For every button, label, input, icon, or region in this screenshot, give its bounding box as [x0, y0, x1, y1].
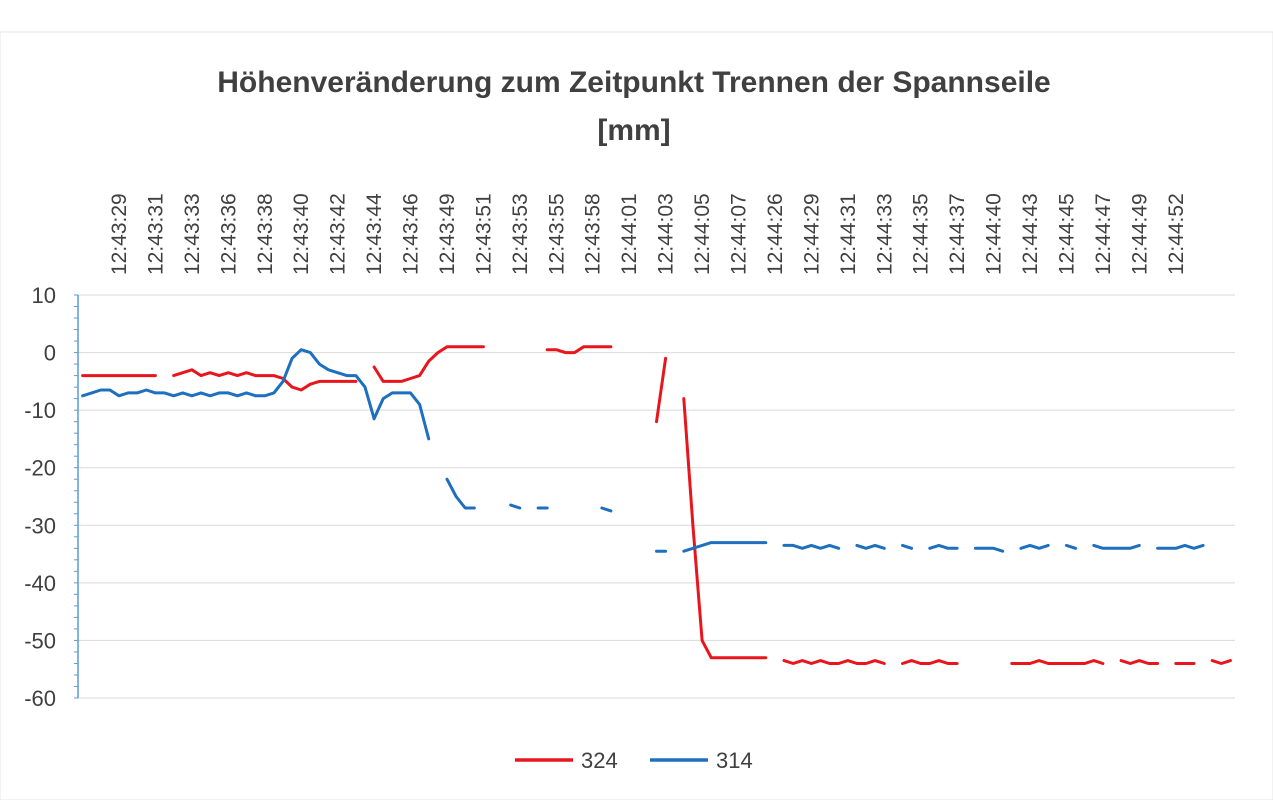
- y-tick-label: 10: [32, 283, 56, 308]
- y-tick-label: -20: [24, 456, 56, 481]
- x-tick-label: 12:44:47: [1092, 193, 1115, 275]
- x-tick-label: 12:43:58: [582, 193, 605, 275]
- x-tick-label: 12:44:52: [1165, 193, 1188, 275]
- legend-label: 314: [716, 748, 753, 773]
- x-tick-label: 12:43:51: [472, 193, 495, 275]
- x-tick-label: 12:44:03: [655, 193, 678, 275]
- x-tick-label: 12:43:33: [181, 193, 204, 275]
- x-tick-label: 12:44:01: [618, 193, 641, 275]
- y-tick-label: -30: [24, 513, 56, 538]
- x-tick-label: 12:43:53: [509, 193, 532, 275]
- chart-area: [0, 31, 1273, 800]
- x-tick-label: 12:43:29: [108, 193, 131, 275]
- x-tick-label: 12:43:36: [217, 193, 240, 275]
- x-tick-label: 12:43:55: [545, 193, 568, 275]
- legend-label: 324: [581, 748, 618, 773]
- x-tick-label: 12:43:38: [254, 193, 277, 275]
- y-tick-label: -40: [24, 571, 56, 596]
- chart-title: [mm]: [597, 114, 670, 147]
- x-tick-label: 12:44:26: [764, 193, 787, 275]
- x-tick-label: 12:43:42: [327, 193, 350, 275]
- x-tick-label: 12:43:31: [144, 193, 167, 275]
- x-tick-label: 12:44:29: [800, 193, 823, 275]
- x-tick-label: 12:44:49: [1128, 193, 1151, 275]
- x-tick-label: 12:43:40: [290, 193, 313, 275]
- y-tick-label: -50: [24, 628, 56, 653]
- x-tick-label: 12:44:31: [837, 193, 860, 275]
- x-tick-label: 12:44:35: [910, 193, 933, 275]
- x-tick-label: 12:44:40: [983, 193, 1006, 275]
- series-line: [81, 345, 1232, 665]
- x-tick-label: 12:44:05: [691, 193, 714, 275]
- y-tick-label: 0: [44, 341, 56, 366]
- x-tick-label: 12:43:44: [363, 193, 386, 275]
- x-tick-label: 12:43:46: [400, 193, 423, 275]
- x-tick-label: 12:44:07: [727, 193, 750, 275]
- x-tick-label: 12:44:33: [873, 193, 896, 275]
- y-tick-label: -10: [24, 398, 56, 423]
- chart-title: Höhenveränderung zum Zeitpunkt Trennen d…: [217, 66, 1050, 99]
- x-tick-label: 12:43:49: [436, 193, 459, 275]
- series-line: [81, 348, 1205, 553]
- x-tick-label: 12:44:45: [1055, 193, 1078, 275]
- x-tick-label: 12:44:43: [1019, 193, 1042, 275]
- x-tick-label: 12:44:37: [946, 193, 969, 275]
- y-tick-label: -60: [24, 686, 56, 711]
